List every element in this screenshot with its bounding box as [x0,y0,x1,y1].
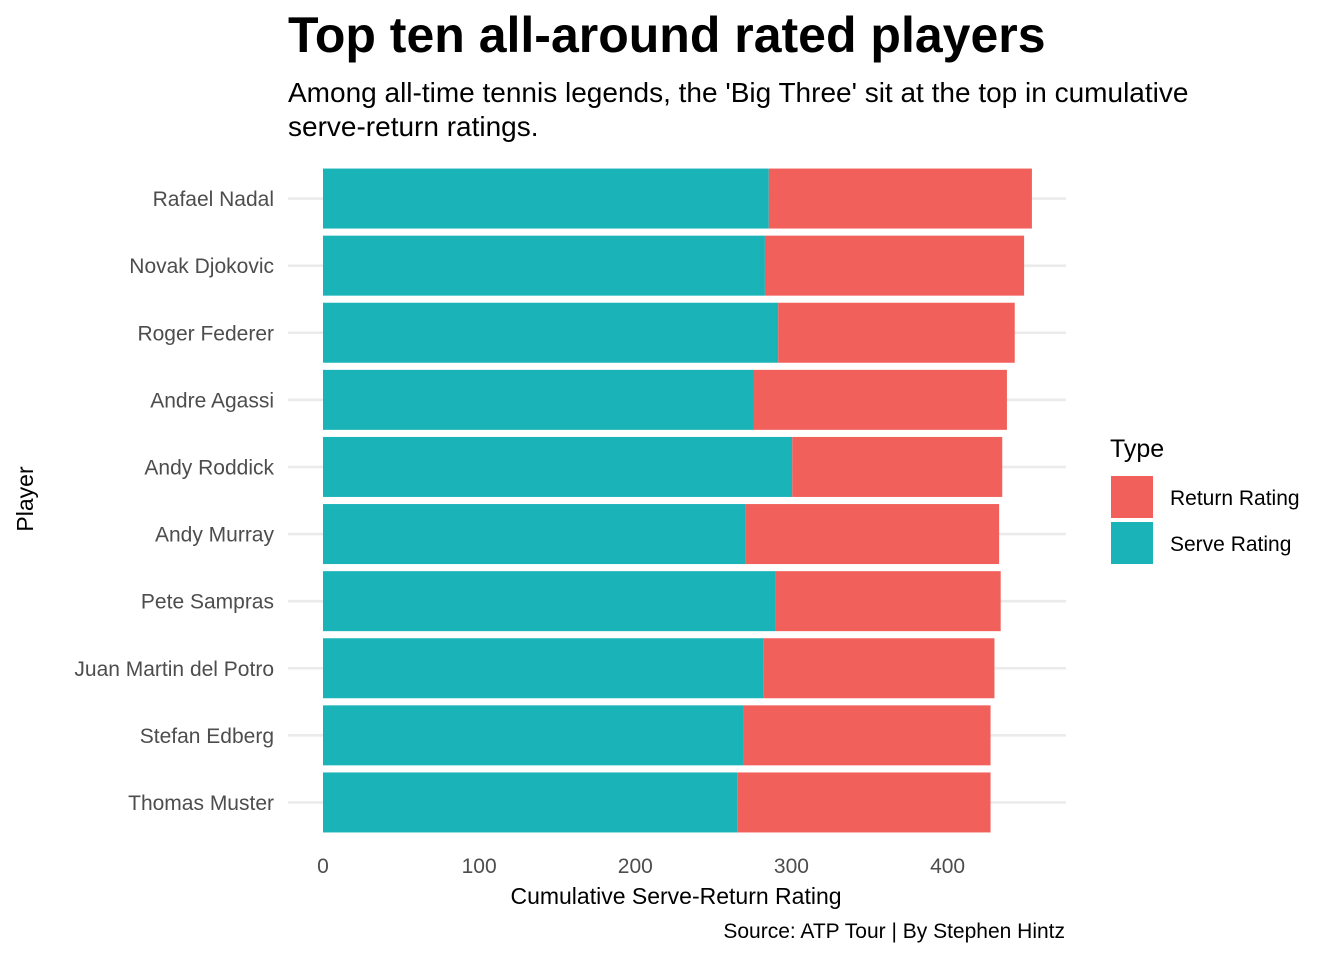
bar-serve-rating-thomas-muster [323,772,738,833]
legend-label-return-rating: Return Rating [1170,487,1300,510]
y-tick-label: Pete Sampras [141,591,274,614]
bar-serve-rating-andy-roddick [323,436,793,497]
x-tick-labels: 0 100 200 300 400 [317,855,965,878]
legend-swatch-return-rating [1111,476,1153,518]
y-tick-label: Andy Roddick [144,456,274,479]
chart-subtitle: Among all-time tennis legends, the 'Big … [288,77,1189,142]
bar-return-rating-rafael-nadal [768,168,1032,229]
y-tick-label: Novak Djokovic [129,255,274,278]
bar-serve-rating-roger-federer [323,302,779,363]
bar-return-rating-pete-sampras [775,571,1001,632]
y-tick-label: Andre Agassi [150,389,274,412]
y-tick-label: Stefan Edberg [140,725,274,748]
bar-serve-rating-pete-sampras [323,571,776,632]
y-tick-label: Rafael Nadal [153,188,274,211]
x-tick-label: 200 [618,855,653,878]
x-tick-label: 300 [774,855,809,878]
bar-serve-rating-andy-murray [323,504,746,565]
y-tick-label: Juan Martin del Potro [74,658,274,681]
y-tick-labels: Rafael Nadal Novak Djokovic Roger Federer A… [74,188,274,815]
chart-title: Top ten all-around rated players [288,7,1046,63]
bar-return-rating-andre-agassi [753,369,1007,430]
bar-return-rating-stefan-edberg [743,705,991,766]
y-tick-label: Roger Federer [137,322,274,345]
bar-return-rating-novak-djokovic [764,235,1025,296]
legend: Type Return Rating Serve Rating [1110,435,1300,564]
bar-serve-rating-juan-martin-del-potro [323,638,764,699]
x-axis-title: Cumulative Serve-Return Rating [510,883,841,909]
y-tick-label: Thomas Muster [128,792,274,815]
legend-title: Type [1110,435,1164,463]
x-tick-label: 100 [462,855,497,878]
bar-serve-rating-stefan-edberg [323,705,744,766]
bar-return-rating-andy-murray [745,504,1000,565]
bar-serve-rating-novak-djokovic [323,235,765,296]
bar-return-rating-andy-roddick [792,436,1003,497]
y-axis-title: Player [12,466,38,532]
bar-serve-rating-andre-agassi [323,369,754,430]
x-tick-label: 0 [317,855,329,878]
chart-caption: Source: ATP Tour | By Stephen Hintz [723,920,1065,943]
bar-return-rating-thomas-muster [737,772,991,833]
bar-return-rating-roger-federer [778,302,1015,363]
bars [323,168,1032,833]
y-tick-label: Andy Murray [155,524,275,547]
legend-swatch-serve-rating [1111,522,1153,564]
bar-return-rating-juan-martin-del-potro [763,638,995,699]
x-tick-label: 400 [930,855,965,878]
legend-label-serve-rating: Serve Rating [1170,533,1291,556]
bar-serve-rating-rafael-nadal [323,168,769,229]
